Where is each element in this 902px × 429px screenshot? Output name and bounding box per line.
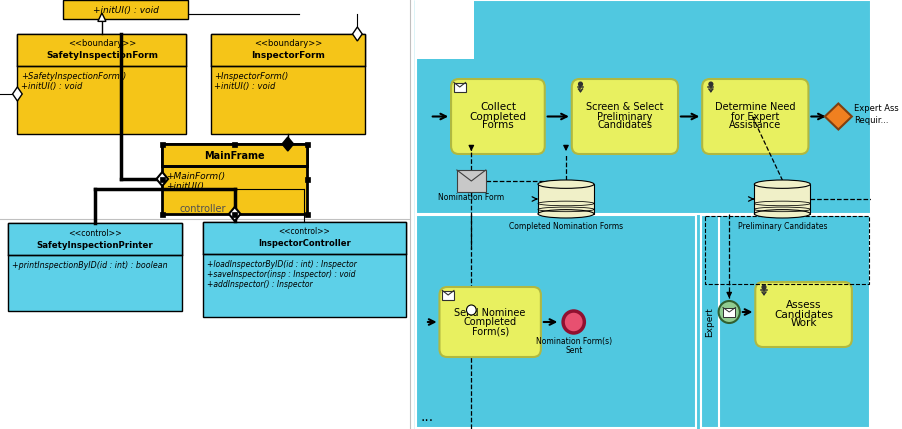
Text: ...: ... bbox=[420, 410, 433, 424]
Bar bbox=[305, 176, 309, 181]
Text: for Expert: for Expert bbox=[732, 112, 779, 121]
Text: <<boundary>>: <<boundary>> bbox=[253, 39, 322, 48]
Polygon shape bbox=[229, 207, 241, 221]
Text: Completed: Completed bbox=[464, 317, 517, 327]
Ellipse shape bbox=[538, 180, 594, 188]
Bar bbox=[162, 144, 308, 214]
Text: Send Nominee: Send Nominee bbox=[455, 308, 526, 318]
Bar bbox=[0, 0, 413, 429]
Text: Candidates: Candidates bbox=[774, 309, 833, 320]
Bar bbox=[701, 215, 719, 428]
Text: Nomination Form(s): Nomination Form(s) bbox=[536, 337, 612, 346]
Text: +saveInspector(insp : Inspector) : void: +saveInspector(insp : Inspector) : void bbox=[207, 270, 355, 279]
Bar bbox=[8, 223, 181, 255]
Text: Screen & Select: Screen & Select bbox=[586, 103, 664, 112]
Text: InspectorController: InspectorController bbox=[258, 239, 351, 248]
Text: Assistance: Assistance bbox=[729, 121, 781, 130]
Circle shape bbox=[466, 305, 476, 315]
Circle shape bbox=[578, 82, 583, 86]
Bar bbox=[210, 34, 365, 134]
FancyBboxPatch shape bbox=[755, 282, 851, 347]
Text: Nomination Form: Nomination Form bbox=[438, 193, 504, 202]
Ellipse shape bbox=[754, 180, 810, 188]
FancyBboxPatch shape bbox=[572, 79, 678, 154]
Circle shape bbox=[709, 82, 713, 86]
Bar bbox=[417, 0, 871, 214]
Text: Candidates: Candidates bbox=[597, 121, 652, 130]
FancyBboxPatch shape bbox=[702, 79, 808, 154]
Bar bbox=[538, 184, 594, 214]
Bar bbox=[305, 142, 309, 146]
Text: InspectorForm: InspectorForm bbox=[251, 51, 325, 60]
Text: Determine Need: Determine Need bbox=[715, 103, 796, 112]
Text: Assess: Assess bbox=[786, 300, 822, 311]
Bar bbox=[233, 211, 237, 217]
Bar bbox=[701, 215, 870, 428]
FancyBboxPatch shape bbox=[439, 287, 541, 357]
Text: +InspectorForm(): +InspectorForm() bbox=[215, 72, 289, 81]
Text: +initUI() : void: +initUI() : void bbox=[22, 82, 83, 91]
Polygon shape bbox=[13, 87, 23, 101]
Text: controller: controller bbox=[179, 204, 226, 214]
Polygon shape bbox=[97, 13, 106, 21]
Bar bbox=[233, 142, 237, 146]
Bar bbox=[456, 170, 486, 192]
Text: Sent: Sent bbox=[565, 346, 583, 355]
Polygon shape bbox=[824, 103, 851, 130]
Bar bbox=[160, 211, 165, 217]
Polygon shape bbox=[156, 172, 168, 186]
Polygon shape bbox=[353, 27, 363, 41]
Circle shape bbox=[719, 301, 740, 323]
Text: Expert Ass: Expert Ass bbox=[854, 104, 898, 113]
Bar bbox=[417, 215, 696, 428]
Text: +initUI(): +initUI() bbox=[166, 182, 204, 191]
Bar bbox=[454, 82, 465, 91]
Polygon shape bbox=[282, 137, 294, 151]
Bar bbox=[203, 222, 406, 254]
FancyBboxPatch shape bbox=[451, 79, 545, 154]
Text: Completed: Completed bbox=[469, 112, 527, 121]
Bar bbox=[203, 222, 406, 317]
Bar bbox=[442, 290, 454, 299]
Text: <<boundary>>: <<boundary>> bbox=[68, 39, 136, 48]
Text: Form(s): Form(s) bbox=[472, 326, 509, 336]
Text: +loadInspectorByID(id : int) : Inspector: +loadInspectorByID(id : int) : Inspector bbox=[207, 260, 356, 269]
Text: +MainForm(): +MainForm() bbox=[166, 172, 226, 181]
Text: MainFrame: MainFrame bbox=[205, 151, 265, 161]
Text: +SafetyInspectionForm(): +SafetyInspectionForm() bbox=[22, 72, 126, 81]
Circle shape bbox=[563, 311, 584, 333]
Text: Requir...: Requir... bbox=[854, 116, 888, 125]
Text: <<control>>: <<control>> bbox=[279, 227, 330, 236]
Bar bbox=[17, 34, 187, 134]
Bar bbox=[754, 184, 810, 214]
Text: Collect: Collect bbox=[480, 103, 516, 112]
Bar bbox=[8, 223, 181, 311]
Bar bbox=[417, 0, 474, 59]
Ellipse shape bbox=[538, 210, 594, 218]
Bar bbox=[160, 176, 165, 181]
Text: +printInspectionByID(id : int) : boolean: +printInspectionByID(id : int) : boolean bbox=[12, 261, 167, 270]
Text: Forms: Forms bbox=[482, 121, 514, 130]
Text: Completed Nomination Forms: Completed Nomination Forms bbox=[509, 222, 623, 231]
Text: +initUI() : void: +initUI() : void bbox=[93, 6, 159, 15]
Bar bbox=[63, 0, 189, 19]
Bar bbox=[723, 308, 735, 317]
Ellipse shape bbox=[754, 210, 810, 218]
Text: +addInspector() : Inspector: +addInspector() : Inspector bbox=[207, 280, 312, 289]
Text: Expert: Expert bbox=[705, 307, 714, 337]
Text: SafetyInspectionPrinter: SafetyInspectionPrinter bbox=[36, 241, 153, 250]
Text: <<control>>: <<control>> bbox=[68, 229, 122, 238]
Bar bbox=[162, 144, 308, 166]
Bar bbox=[210, 34, 365, 66]
Bar bbox=[305, 211, 309, 217]
Bar bbox=[17, 34, 187, 66]
Circle shape bbox=[762, 285, 766, 289]
Bar bbox=[415, 0, 871, 429]
Text: Preliminary: Preliminary bbox=[597, 112, 652, 121]
Bar bbox=[160, 142, 165, 146]
Text: SafetyInspectionForm: SafetyInspectionForm bbox=[46, 51, 158, 60]
Text: Preliminary Candidates: Preliminary Candidates bbox=[738, 222, 827, 231]
Text: +initUI() : void: +initUI() : void bbox=[215, 82, 276, 91]
Text: Work: Work bbox=[790, 318, 817, 329]
